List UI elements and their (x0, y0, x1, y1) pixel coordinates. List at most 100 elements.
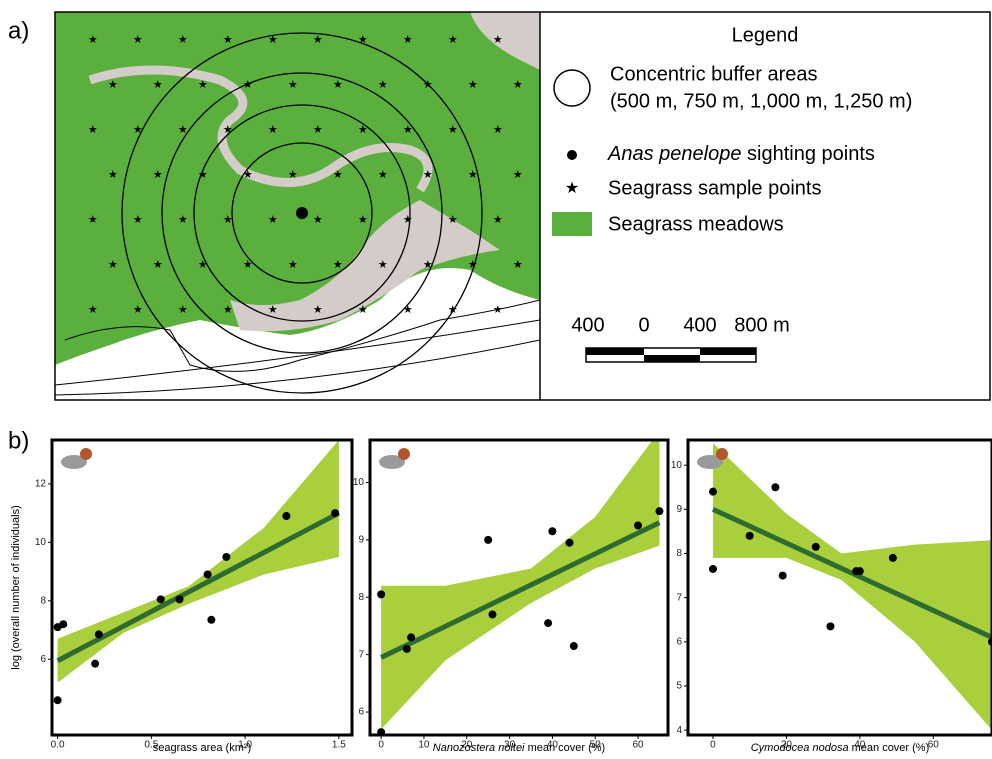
legend-text: Seagrass meadows (608, 213, 784, 235)
plot-area (377, 431, 663, 736)
point (746, 532, 754, 540)
sample-star: ★ (358, 304, 368, 316)
sample-star: ★ (133, 304, 143, 316)
sample-star: ★ (268, 124, 278, 136)
point (812, 543, 820, 551)
sample-star: ★ (448, 34, 458, 46)
x-tick-label: 10 (418, 740, 430, 751)
page: {"panel_labels":["a)","b)"], "map":{"leg… (0, 0, 992, 759)
sample-star: ★ (108, 259, 118, 271)
sample-star: ★ (223, 304, 233, 316)
icon-part (398, 448, 410, 460)
point (889, 554, 897, 562)
scale-label: 800 m (734, 314, 790, 336)
sample-star: ★ (223, 34, 233, 46)
sample-star: ★ (403, 124, 413, 136)
point (484, 536, 492, 544)
point (570, 642, 578, 650)
sample-star: ★ (513, 259, 523, 271)
point (204, 570, 212, 578)
sample-star: ★ (468, 259, 478, 271)
icon-part (80, 448, 92, 460)
point (548, 527, 556, 535)
sample-star: ★ (403, 214, 413, 226)
point (377, 590, 385, 598)
point (826, 622, 834, 630)
y-tick-label: 6 (676, 636, 682, 647)
sample-star: ★ (333, 169, 343, 181)
panel-label: a) (8, 17, 29, 44)
y-tick-label: 8 (676, 548, 682, 559)
sample-star: ★ (313, 34, 323, 46)
point (157, 595, 165, 603)
x-axis-label: seagrass area (km²) (153, 742, 251, 754)
sample-star: ★ (448, 124, 458, 136)
sample-star: ★ (423, 169, 433, 181)
duck-icon (379, 448, 410, 469)
legend-text: Concentric buffer areas (610, 63, 818, 85)
point (176, 595, 184, 603)
sample-star: ★ (358, 214, 368, 226)
y-tick-label: 9 (676, 504, 682, 515)
sample-star: ★ (313, 304, 323, 316)
sample-star: ★ (423, 79, 433, 91)
point (771, 483, 779, 491)
plot-area (54, 440, 340, 704)
sample-star: ★ (243, 259, 253, 271)
point (856, 567, 864, 575)
point (59, 620, 67, 628)
x-axis-label-rest: mean cover (%) (525, 742, 606, 754)
point (207, 616, 215, 624)
sample-star: ★ (178, 214, 188, 226)
sample-star: ★ (493, 34, 503, 46)
sample-star: ★ (108, 79, 118, 91)
legend-text: Seagrass sample points (608, 177, 821, 199)
y-tick-label: 12 (35, 478, 47, 489)
sample-star: ★ (333, 259, 343, 271)
sample-star: ★ (288, 259, 298, 271)
sample-star: ★ (223, 124, 233, 136)
sample-star: ★ (133, 214, 143, 226)
icon-part (716, 448, 728, 460)
figure: a) b) ★ ★ ★ ★ ★ ★ ★ ★ ★ ★ ★ ★ ★ ★ ★ ★ ★ ★ ★ ★ ★ ★ ★ ★ ★ ★ ★ ★ ★ ★ ★ ★ ★ ★… (0, 0, 992, 754)
sample-star: ★ (223, 214, 233, 226)
sample-star: ★ (513, 169, 523, 181)
point (488, 610, 496, 618)
point (566, 539, 574, 547)
sample-star: ★ (153, 169, 163, 181)
x-axis-label-rest: mean cover (%) (849, 742, 930, 754)
x-axis-label: Cymodocea nodosa mean cover (%) (751, 742, 930, 754)
y-tick-label: 10 (35, 537, 47, 548)
sample-star: ★ (268, 304, 278, 316)
point (709, 488, 717, 496)
sample-star: ★ (153, 259, 163, 271)
point (222, 553, 230, 561)
sample-star: ★ (378, 169, 388, 181)
sample-star: ★ (178, 124, 188, 136)
x-tick-label: 0 (710, 740, 716, 751)
sample-star: ★ (493, 214, 503, 226)
sample-star: ★ (243, 79, 253, 91)
sample-star: ★ (288, 79, 298, 91)
point (331, 509, 339, 517)
sample-star: ★ (493, 304, 503, 316)
y-tick-label: 6 (358, 707, 364, 718)
y-tick-label: 7 (358, 649, 364, 660)
sample-star: ★ (88, 124, 98, 136)
sample-star: ★ (198, 259, 208, 271)
y-tick-label: 5 (676, 681, 682, 692)
panel-label: b) (8, 427, 29, 454)
y-tick-label: 7 (676, 592, 682, 603)
y-axis-label: log (overall number of individuals) (10, 505, 22, 669)
sample-star: ★ (178, 304, 188, 316)
legend-rest: sighting points (741, 143, 874, 165)
sample-star: ★ (198, 79, 208, 91)
confidence-band (58, 440, 339, 683)
sample-star: ★ (423, 259, 433, 271)
sample-star: ★ (268, 34, 278, 46)
point (91, 660, 99, 668)
sample-star: ★ (88, 214, 98, 226)
point (282, 512, 290, 520)
